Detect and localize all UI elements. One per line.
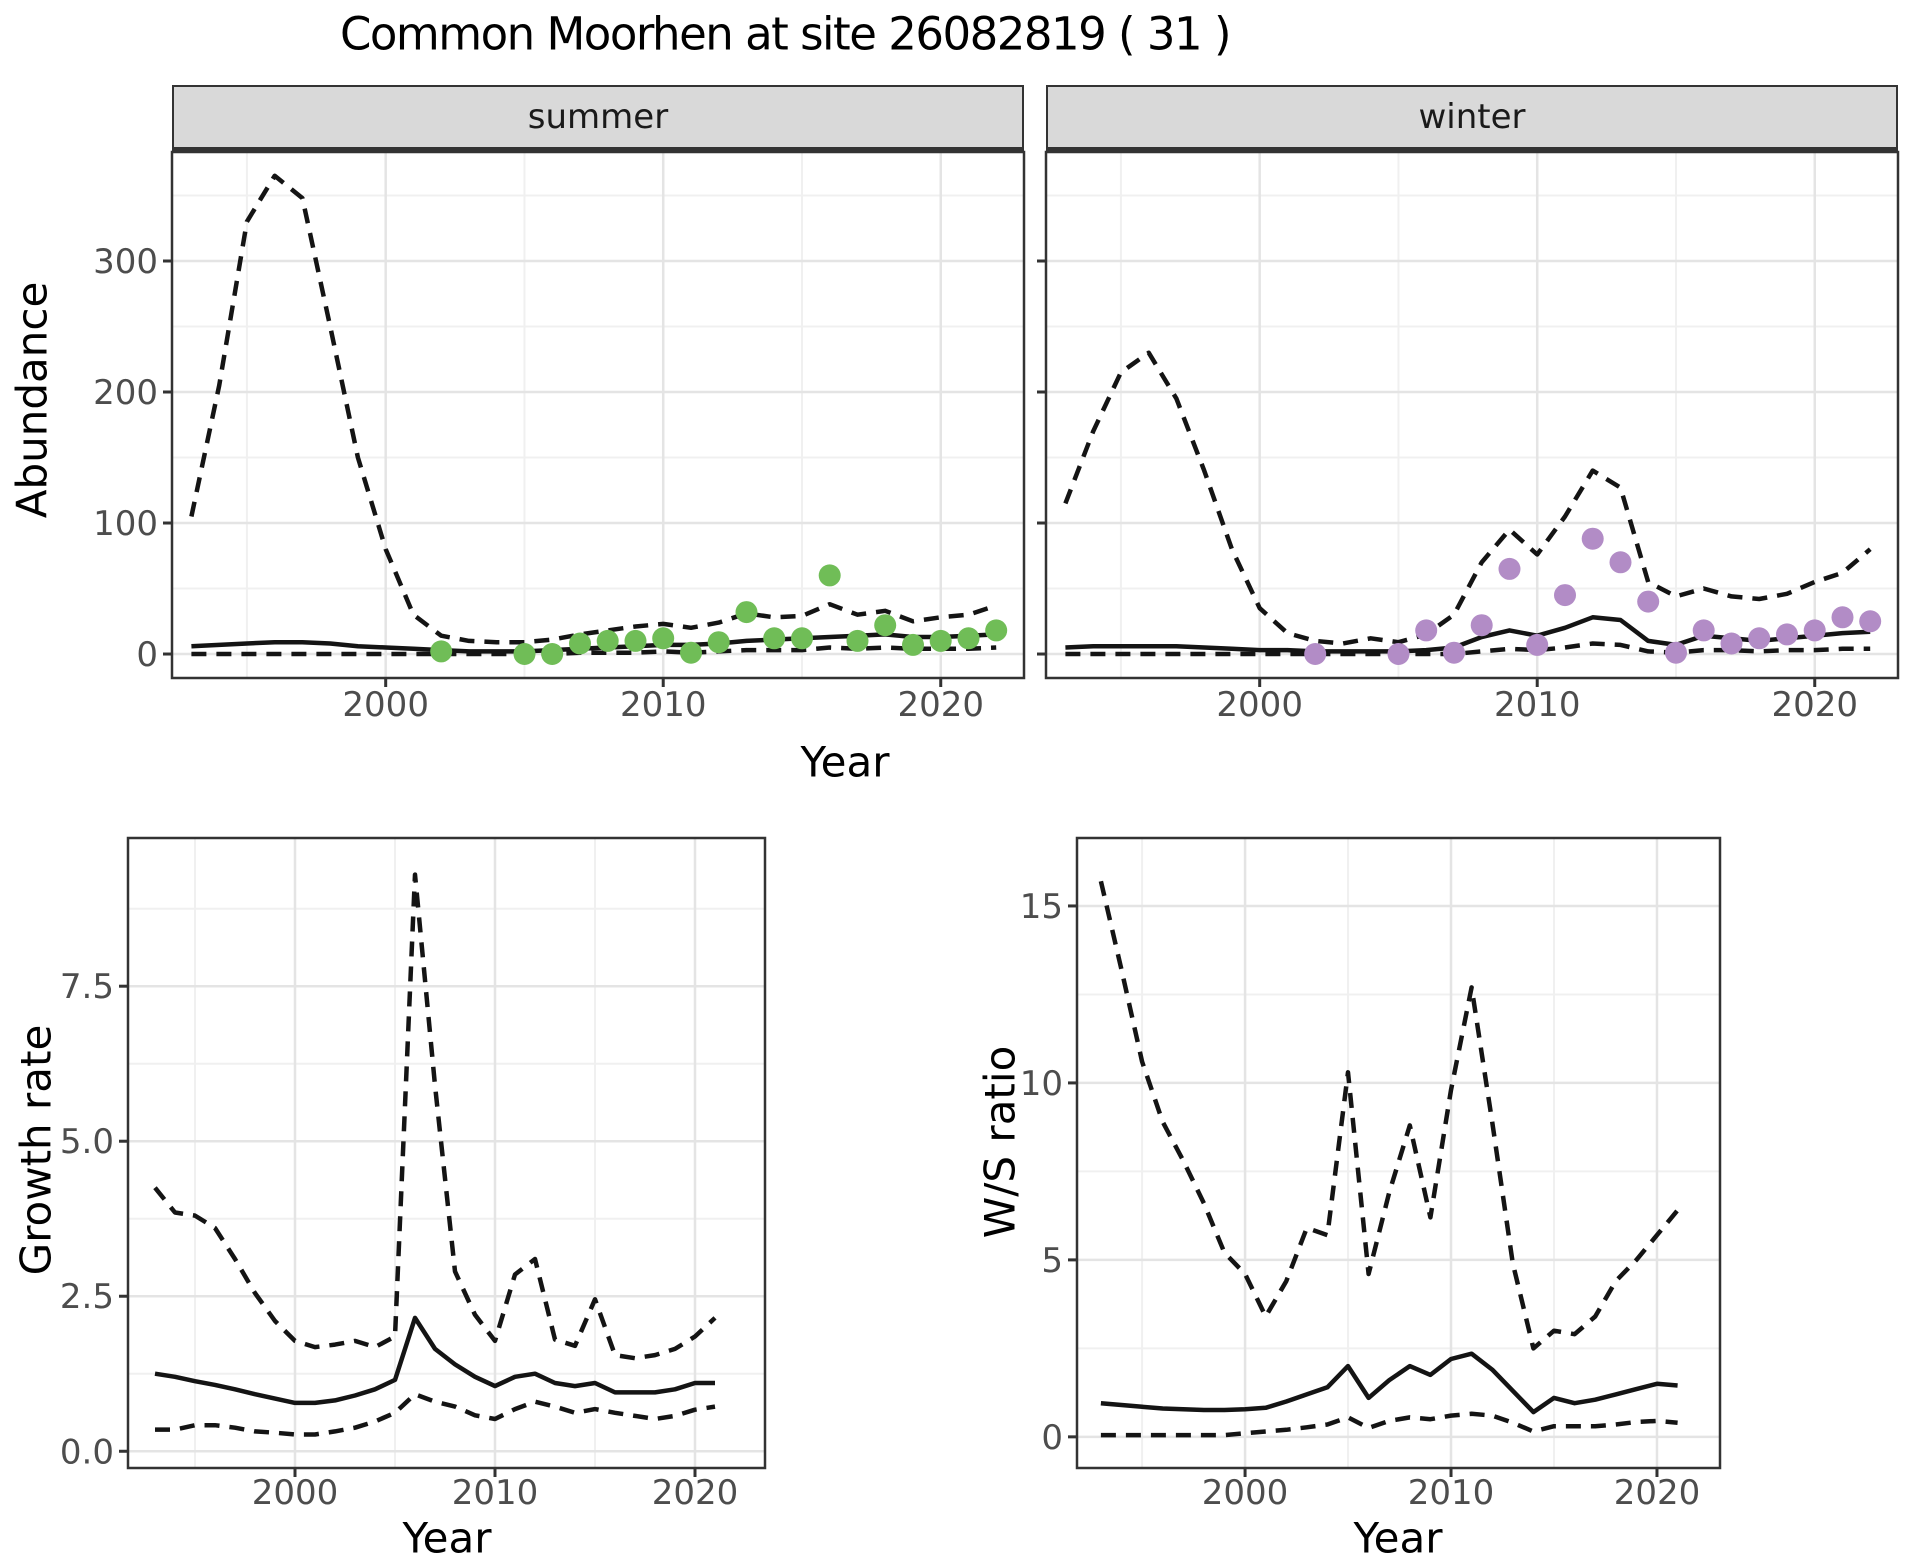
svg-text:2000: 2000 (252, 1473, 339, 1513)
svg-text:2010: 2010 (1494, 685, 1581, 725)
y-axis-title-ws-ratio: W/S ratio (975, 1045, 1025, 1239)
svg-text:0.0: 0.0 (60, 1432, 114, 1472)
x-axis-title-year-ws: Year (1353, 1513, 1443, 1563)
svg-text:2000: 2000 (1216, 685, 1303, 725)
svg-text:2000: 2000 (342, 685, 429, 725)
svg-text:2020: 2020 (652, 1473, 739, 1513)
svg-text:0: 0 (1041, 1418, 1063, 1458)
svg-text:2010: 2010 (620, 685, 707, 725)
svg-text:2.5: 2.5 (60, 1277, 114, 1317)
facet-strip-winter-label: winter (1418, 97, 1526, 137)
facet-strip-summer-label: summer (527, 97, 669, 137)
svg-text:10: 10 (1020, 1064, 1063, 1104)
facet-strip-summer: summer (172, 85, 1024, 152)
x-axis-title-year-top: Year (800, 737, 890, 787)
svg-text:2000: 2000 (1202, 1473, 1289, 1513)
x-axis-title-year-growth: Year (402, 1513, 492, 1563)
svg-text:2010: 2010 (452, 1473, 539, 1513)
svg-text:2020: 2020 (1614, 1473, 1701, 1513)
facet-strip-winter: winter (1046, 85, 1898, 152)
svg-text:5.0: 5.0 (60, 1122, 114, 1162)
svg-text:300: 300 (93, 242, 158, 282)
svg-text:2010: 2010 (1408, 1473, 1495, 1513)
svg-text:2020: 2020 (897, 685, 984, 725)
y-axis-title-abundance: Abundance (7, 281, 57, 519)
svg-text:2020: 2020 (1771, 685, 1858, 725)
svg-text:15: 15 (1020, 887, 1063, 927)
svg-text:100: 100 (93, 504, 158, 544)
svg-text:0: 0 (136, 635, 158, 675)
svg-text:5: 5 (1041, 1241, 1063, 1281)
svg-text:7.5: 7.5 (60, 967, 114, 1007)
y-axis-title-growth-rate: Growth rate (11, 1024, 61, 1276)
chart-title: Common Moorhen at site 26082819 ( 31 ) (339, 7, 1232, 61)
svg-text:200: 200 (93, 373, 158, 413)
